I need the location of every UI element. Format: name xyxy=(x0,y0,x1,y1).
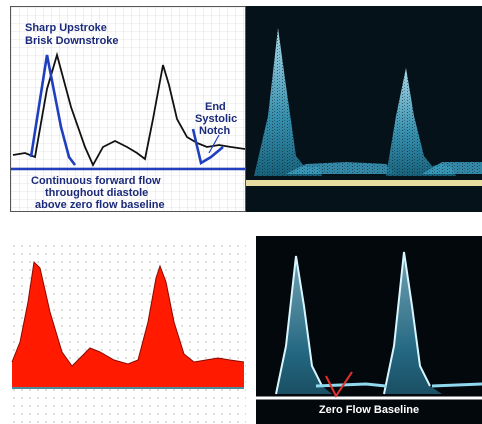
notch-label-line-2: Systolic xyxy=(195,113,238,125)
systolic-outline-4 xyxy=(383,251,431,395)
doppler-spectrum-graphic-bottom xyxy=(256,251,482,400)
upstroke-label: Sharp Upstroke xyxy=(25,22,107,34)
red-waveform-graphic xyxy=(10,242,246,424)
systolic-peak-3 xyxy=(276,256,332,394)
red-waveform-panel xyxy=(10,242,246,424)
baseline-bar xyxy=(246,180,482,186)
annotated-waveform-graphic xyxy=(11,7,245,211)
blue-waveform-overlay xyxy=(29,54,224,166)
diastole-label-line-1: Continuous forward flow xyxy=(31,175,161,187)
notch-check-marker xyxy=(325,371,353,398)
zero-flow-baseline-label: Zero Flow Baseline xyxy=(318,404,420,416)
systolic-outline-3 xyxy=(275,255,323,395)
doppler-spectrum-panel-bottom: Zero Flow Baseline xyxy=(256,236,482,424)
notch-pointer-arrow xyxy=(208,134,220,154)
annotated-waveform-panel: Sharp Upstroke Brisk Downstroke End Syst… xyxy=(10,6,246,212)
doppler-spectrum-graphic-top xyxy=(246,6,482,186)
doppler-spectrum-panel-top xyxy=(246,6,482,212)
red-filled-waveform xyxy=(12,262,244,388)
black-waveform-trace xyxy=(12,51,245,168)
red-waveform-outline xyxy=(11,260,245,367)
diastole-label-line-3: above zero flow baseline xyxy=(35,199,165,211)
diastole-label-line-2: throughout diastole xyxy=(45,187,149,199)
systolic-peak-4 xyxy=(384,252,442,394)
diastolic-flow-band xyxy=(315,382,482,388)
notch-label-line-3: Notch xyxy=(199,125,231,137)
downstroke-label: Brisk Downstroke xyxy=(25,35,119,47)
notch-label-line-1: End xyxy=(205,101,226,113)
